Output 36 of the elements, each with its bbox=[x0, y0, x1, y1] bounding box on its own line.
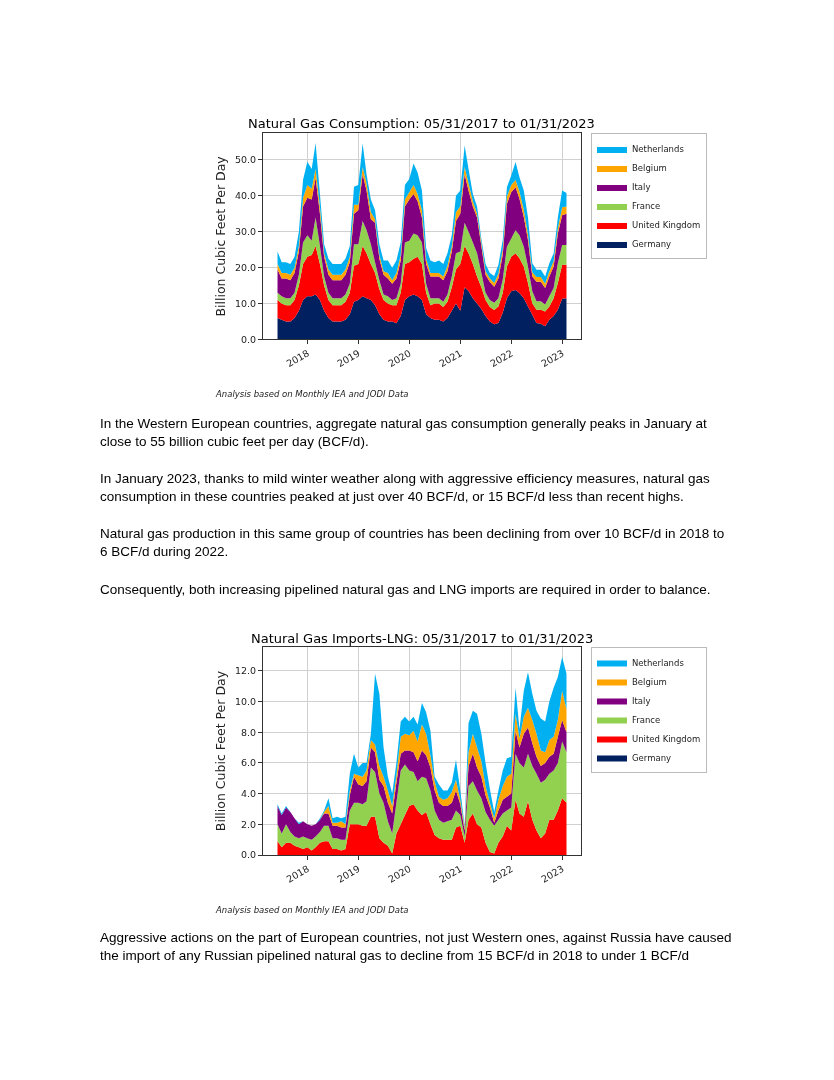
legend-label: Italy bbox=[632, 695, 651, 706]
text: Analysis based on Monthly IEA and JODI Data bbox=[215, 389, 409, 399]
y-axis-title: Billion Cubic Feet Per Day bbox=[213, 155, 229, 317]
legend-label: Germany bbox=[632, 752, 672, 763]
y-tick-label: 0.0 bbox=[240, 849, 257, 861]
legend-label: Italy bbox=[632, 182, 651, 193]
y-tick-label: 40.0 bbox=[234, 190, 257, 202]
text: Consequently, both increasing pipelined natural gas and LNG imports are required in order to balance. bbox=[100, 582, 711, 597]
text: In January 2023, thanks to mild winter weather along with aggressive efficiency measures, natural gas consumption in these countries peaked at just over 40 BCF/d, or 15 BCF/d less than recent highs. bbox=[100, 471, 711, 504]
legend-label: Belgium bbox=[632, 163, 667, 174]
legend-label: United Kingdom bbox=[632, 220, 701, 231]
y-tick-label: 30.0 bbox=[234, 226, 257, 238]
legend-label: Netherlands bbox=[632, 144, 685, 155]
y-tick-label: 20.0 bbox=[234, 261, 257, 273]
chart-title: Natural Gas Consumption: 05/31/2017 to 01/31/2023 bbox=[248, 116, 595, 131]
y-tick-label: 8.0 bbox=[240, 726, 257, 738]
y-tick-label: 50.0 bbox=[234, 154, 257, 166]
chart-title: Natural Gas Imports-LNG: 05/31/2017 to 01/31/2023 bbox=[251, 631, 594, 646]
y-tick-label: 4.0 bbox=[240, 787, 257, 799]
legend-label: France bbox=[632, 201, 661, 212]
y-tick-label: 10.0 bbox=[234, 695, 257, 707]
y-tick-label: 10.0 bbox=[234, 297, 257, 309]
legend-label: France bbox=[632, 714, 661, 725]
y-tick-label: 0.0 bbox=[240, 333, 257, 345]
y-tick-label: 2.0 bbox=[240, 818, 257, 830]
y-tick-label: 12.0 bbox=[234, 665, 257, 677]
text: Natural gas production in this same group of countries has been declining from over 10 BCF/d in 2018 to 6 BCF/d during 2022. bbox=[100, 526, 725, 559]
legend-label: Germany bbox=[632, 239, 672, 250]
text: In the Western European countries, aggregate natural gas consumption generally peaks in January at close to 55 billion cubic feet per day (BCF/d). bbox=[100, 416, 708, 449]
text: Analysis based on Monthly IEA and JODI Data bbox=[215, 905, 409, 915]
legend-label: United Kingdom bbox=[632, 733, 701, 744]
text: Aggressive actions on the part of European countries, not just Western ones, against Russia have caused the import of any Russian pipelined natural gas to decline from 15 BCF/d in 2018 to under 1 BCF/d bbox=[100, 930, 732, 963]
y-axis-title: Billion Cubic Feet Per Day bbox=[213, 670, 229, 832]
legend-label: Netherlands bbox=[632, 657, 685, 668]
y-tick-label: 6.0 bbox=[240, 757, 257, 769]
legend-label: Belgium bbox=[632, 676, 667, 687]
